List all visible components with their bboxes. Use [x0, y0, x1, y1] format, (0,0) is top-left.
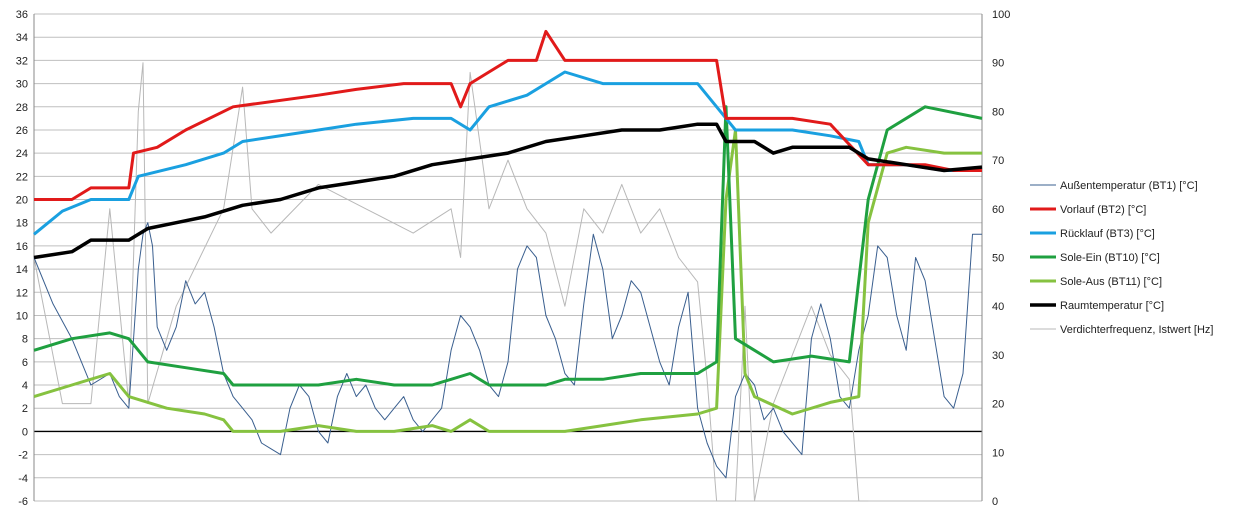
- y-right-tick-label: 10: [992, 447, 1004, 459]
- y-right-tick-label: 40: [992, 301, 1004, 313]
- y-left-tick-label: 0: [22, 426, 28, 438]
- y-left-tick-label: -6: [18, 496, 28, 508]
- y-left-tick-label: 4: [22, 380, 28, 392]
- y-left-tick-label: 32: [16, 55, 28, 67]
- series-line-0: [33, 222, 982, 479]
- y-left-tick-label: 16: [16, 241, 28, 253]
- y-right-tick-label: 70: [992, 155, 1004, 167]
- y-right-tick-label: 30: [992, 350, 1004, 362]
- series-line-3: [33, 105, 983, 387]
- y-left-tick-label: -4: [18, 473, 28, 485]
- y-left-tick-label: 2: [22, 403, 28, 415]
- y-left-tick-label: 8: [22, 334, 28, 346]
- y-left-tick-label: 30: [16, 79, 28, 91]
- series-line-6: [33, 62, 869, 502]
- series-line-5: [33, 122, 983, 260]
- y-right-tick-label: 50: [992, 253, 1004, 265]
- legend-entry: Raumtemperatur [°C]: [1060, 300, 1164, 312]
- series-line-2: [33, 70, 982, 236]
- y-left-tick-label: 6: [22, 357, 28, 369]
- y-left-tick-label: 34: [16, 32, 28, 44]
- y-left-tick-label: 14: [16, 264, 28, 276]
- series-line-4: [33, 128, 982, 433]
- y-left-tick-label: 24: [16, 148, 28, 160]
- series-group: [33, 29, 983, 502]
- y-right-tick-label: 100: [992, 9, 1010, 21]
- legend-entry: Rücklauf (BT3) [°C]: [1060, 228, 1155, 240]
- y-right-tick-label: 80: [992, 106, 1004, 118]
- legend-entry: Sole-Ein (BT10) [°C]: [1060, 252, 1160, 264]
- legend-entry: Vorlauf (BT2) [°C]: [1060, 204, 1146, 216]
- y-right-tick-label: 90: [992, 58, 1004, 70]
- y-right-tick-label: 0: [992, 496, 998, 508]
- y-left-tick-label: 26: [16, 125, 28, 137]
- y-left-tick-label: 36: [16, 9, 28, 21]
- gridlines: [33, 13, 983, 502]
- series-line-1: [34, 29, 982, 201]
- y-left-tick-label: 10: [16, 310, 28, 322]
- legend-entry: Verdichterfrequenz, Istwert [Hz]: [1060, 324, 1213, 336]
- y-left-tick-label: 18: [16, 218, 28, 230]
- legend-entry: Außentemperatur (BT1) [°C]: [1060, 180, 1198, 192]
- y-left-tick-label: 12: [16, 287, 28, 299]
- y-left-tick-label: 20: [16, 195, 28, 207]
- y-left-tick-label: 22: [16, 171, 28, 183]
- y-left-tick-label: 28: [16, 102, 28, 114]
- y-right-axis: 0 10 20 30 40 50 60 70 80 90 100: [992, 9, 1010, 508]
- y-right-tick-label: 60: [992, 204, 1004, 216]
- legend: Außentemperatur (BT1) [°C] Vorlauf (BT2) …: [1030, 180, 1213, 336]
- legend-entry: Sole-Aus (BT11) [°C]: [1060, 276, 1162, 288]
- y-left-tick-label: -2: [18, 450, 28, 462]
- y-right-tick-label: 20: [992, 399, 1004, 411]
